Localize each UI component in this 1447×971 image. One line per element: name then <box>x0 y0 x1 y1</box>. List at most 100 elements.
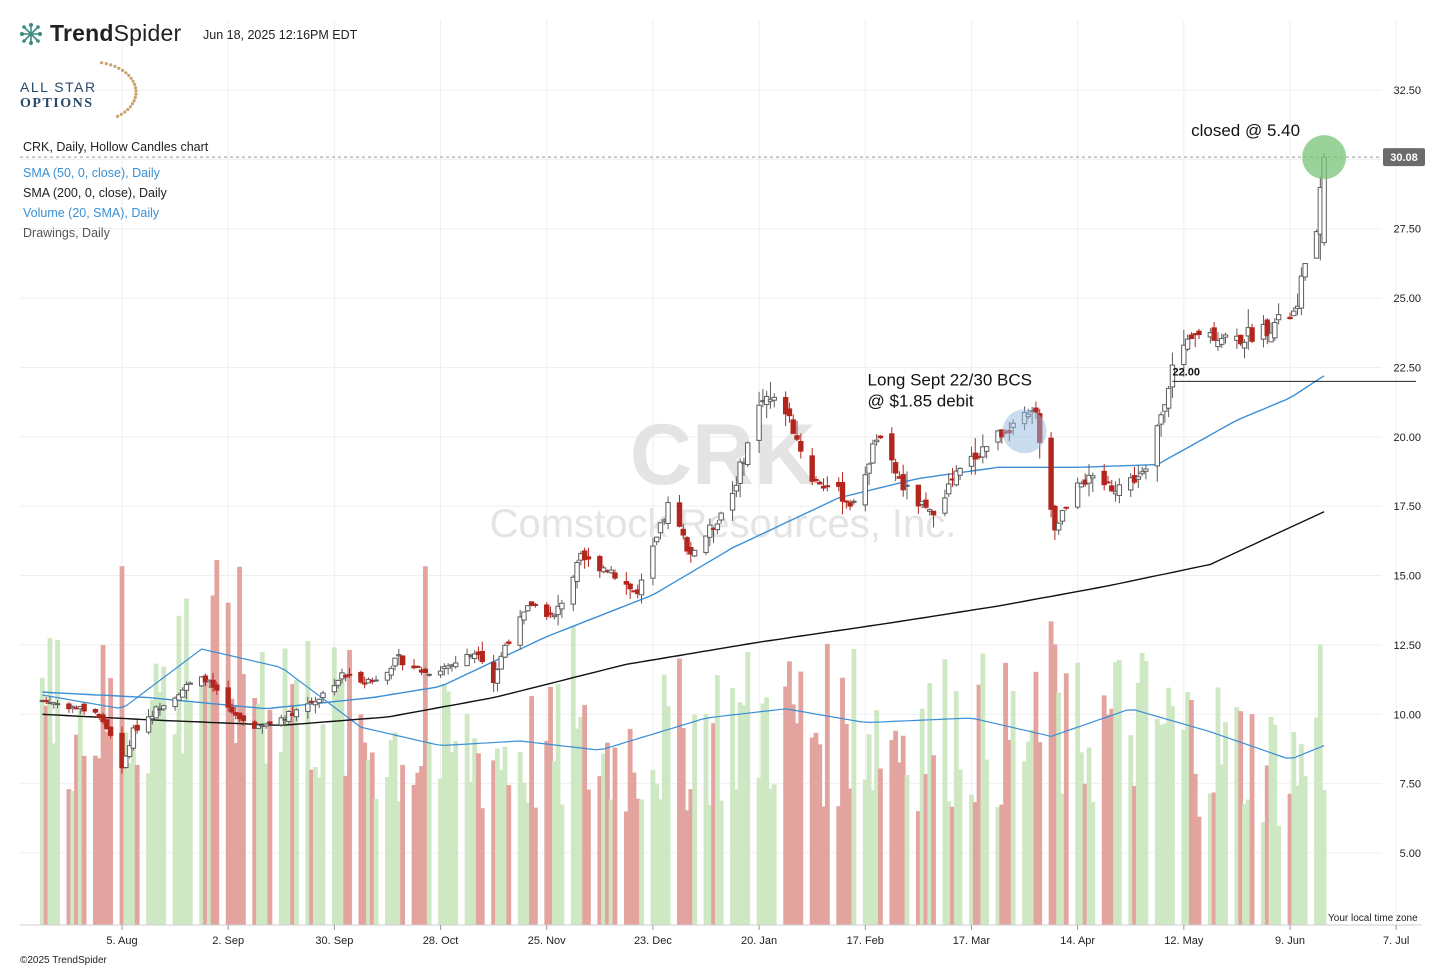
candle-body <box>718 512 724 521</box>
volume-bar <box>984 759 990 925</box>
volume-bar <box>441 683 447 925</box>
all-star-options-logo: ALL STAR OPTIONS <box>20 61 138 118</box>
volume-bar <box>1022 761 1027 925</box>
candle-body <box>691 549 698 557</box>
volume-bar <box>969 794 974 925</box>
volume-bar <box>1238 711 1244 925</box>
volume-bar <box>1192 773 1198 925</box>
volume-bar <box>1261 822 1266 925</box>
volume-bar <box>1048 621 1054 925</box>
candle-body <box>612 572 618 579</box>
candle-body <box>1264 319 1270 337</box>
candle-body <box>229 706 235 713</box>
candle-body <box>134 724 140 731</box>
volume-bar <box>472 738 478 925</box>
volume-bar <box>995 807 1001 925</box>
candle-body <box>798 440 804 452</box>
legend-sma200[interactable]: SMA (200, 0, close), Daily <box>23 186 167 200</box>
time-tick-label: 5. Aug <box>106 935 137 947</box>
time-axis[interactable]: 5. Aug 2. Sep 30. Sep 28. Oct 25. Nov 23. Dec… <box>20 924 1422 947</box>
volume-bar <box>502 746 508 925</box>
volume-bar <box>813 732 819 925</box>
volume-bar <box>582 704 588 925</box>
legend-drawings[interactable]: Drawings, Daily <box>23 226 110 240</box>
volume-bar <box>915 811 921 925</box>
volume-bar <box>517 752 523 925</box>
candle-body <box>399 655 406 666</box>
volume-bar <box>1287 793 1293 925</box>
volume-bar <box>373 798 379 925</box>
price-tick-label: 15.00 <box>1393 571 1421 583</box>
volume-bar <box>1189 700 1194 925</box>
level-label: 22.00 <box>1172 366 1200 378</box>
candle-body <box>790 419 796 434</box>
volume-bar <box>294 679 299 925</box>
legend-sma50[interactable]: SMA (50, 0, close), Daily <box>23 166 160 180</box>
volume-bar <box>718 800 724 925</box>
time-tick-label: 20. Jan <box>741 935 777 947</box>
time-tick-label: 28. Oct <box>423 935 458 947</box>
candle-body <box>570 576 576 605</box>
candle-body <box>214 684 220 691</box>
volume-bar <box>688 789 694 925</box>
candle-body <box>980 446 986 458</box>
candle-body <box>240 715 247 721</box>
star-dot <box>133 95 137 100</box>
candle-body <box>1313 231 1320 259</box>
volume-bar <box>931 755 936 925</box>
candle-body <box>502 644 508 658</box>
candle-body <box>1188 334 1195 339</box>
candle-body <box>866 463 872 474</box>
candle-body <box>597 556 603 572</box>
volume-bar <box>707 804 713 925</box>
volume-bar <box>756 777 762 925</box>
star-dot <box>126 107 130 112</box>
volume-bar <box>1135 682 1141 925</box>
volume-bar <box>692 714 698 925</box>
volume-bar <box>392 732 398 925</box>
candle-body <box>547 612 554 615</box>
volume-bar <box>972 802 978 925</box>
trendspider-logo: TrendSpider <box>18 20 181 47</box>
candle-body <box>581 550 588 561</box>
candle-body <box>1116 484 1123 496</box>
volume-bar <box>946 801 952 925</box>
candle-body <box>494 669 501 684</box>
candle-body <box>551 614 558 618</box>
star-dot <box>129 76 133 80</box>
volume-bar <box>1215 687 1221 925</box>
candle-body <box>1165 387 1172 409</box>
legend-volume[interactable]: Volume (20, SMA), Daily <box>23 206 160 220</box>
volume-bar <box>1056 692 1062 925</box>
volume-bar <box>43 705 49 925</box>
volume-bar <box>453 741 459 925</box>
volume-bar <box>290 683 296 925</box>
candle-body <box>104 719 110 730</box>
volume-bar <box>953 691 959 925</box>
price-axis[interactable]: 32.5030.0027.5025.0022.5020.0017.5015.00… <box>1383 85 1425 860</box>
volume-bar <box>104 731 110 925</box>
candle-body <box>627 583 633 590</box>
volume-bar <box>794 723 800 925</box>
volume-bar <box>400 764 406 925</box>
volume-bar <box>411 784 417 925</box>
candle-body <box>684 537 690 552</box>
candle-body <box>544 604 550 617</box>
volume-bar <box>771 784 777 925</box>
star-dot <box>132 99 136 103</box>
volume-bar <box>1075 662 1081 925</box>
candle-body <box>346 673 353 676</box>
candle-body <box>1219 338 1225 345</box>
legend-title[interactable]: CRK, Daily, Hollow Candles chart <box>23 140 209 154</box>
volume-bar <box>506 785 512 925</box>
candle-body <box>388 667 394 676</box>
candle-body <box>892 462 899 474</box>
volume-bar <box>824 643 830 925</box>
volume-bar <box>369 752 375 925</box>
volume-sma-line <box>42 648 1325 759</box>
volume-bar <box>1105 714 1111 925</box>
candle-body <box>286 710 292 722</box>
volume-bar <box>331 647 337 925</box>
volume-bar <box>1162 723 1168 925</box>
